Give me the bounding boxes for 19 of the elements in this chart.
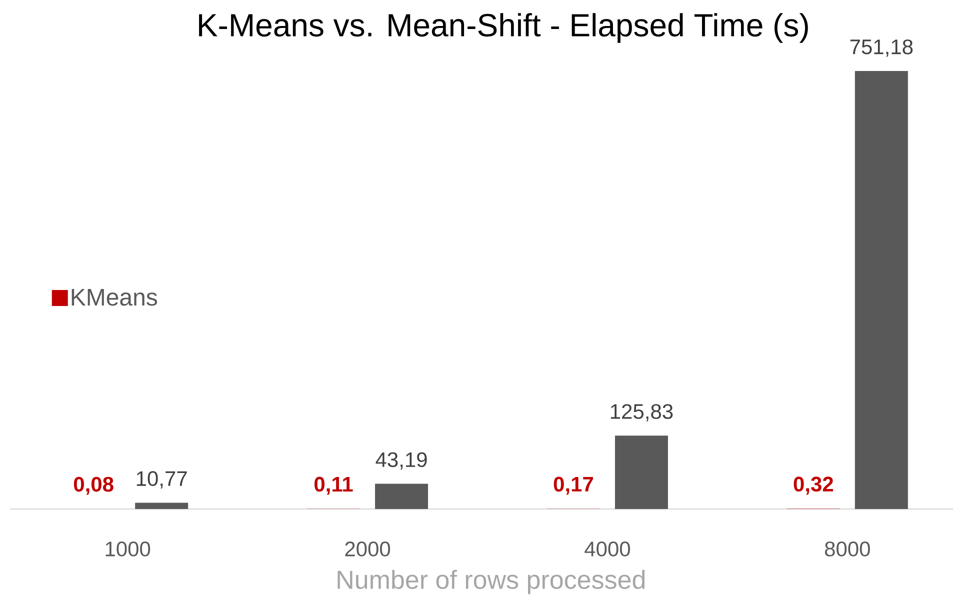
data-label: 43,19 bbox=[376, 452, 427, 470]
x-tick-label: 8000 bbox=[824, 542, 870, 556]
bar bbox=[614, 436, 668, 509]
x-axis-title: Number of rows processed bbox=[338, 570, 645, 594]
data-label: 0,17 bbox=[554, 476, 593, 495]
x-tick-label: 1000 bbox=[106, 542, 150, 556]
data-label: 0,08 bbox=[74, 476, 114, 495]
legend-label: KMeans bbox=[72, 288, 158, 306]
data-label: 125,83 bbox=[610, 404, 673, 422]
bar bbox=[854, 70, 908, 509]
data-label: 751,18 bbox=[850, 39, 913, 57]
chart-title: K-Means vs. Mean-Shift - Elapsed Time (s) bbox=[199, 13, 808, 43]
bar bbox=[135, 502, 188, 509]
data-label: 10,77 bbox=[136, 471, 187, 488]
data-label: 0,32 bbox=[794, 476, 834, 495]
data-label: 0,11 bbox=[314, 476, 353, 495]
x-tick-label: 2000 bbox=[345, 542, 390, 556]
bar bbox=[375, 484, 428, 509]
x-tick-label: 4000 bbox=[584, 542, 630, 556]
